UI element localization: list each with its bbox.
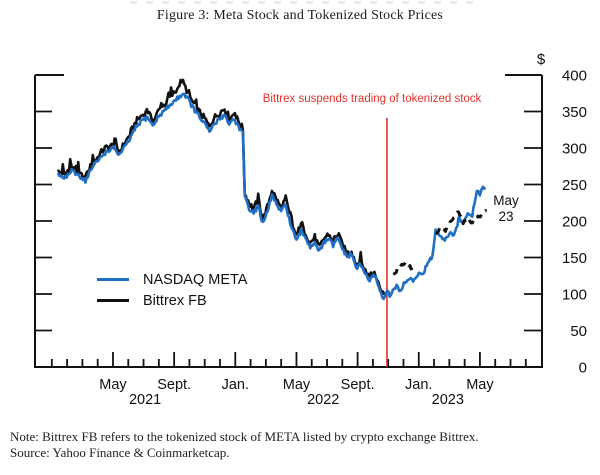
suspension-annotation: Bittrex suspends trading of tokenized st… bbox=[262, 93, 482, 105]
legend-label-bittrex-fb: Bittrex FB bbox=[143, 292, 207, 309]
x-axis-year-label: 2023 bbox=[432, 392, 464, 408]
x-axis-month-label: May bbox=[283, 377, 311, 393]
x-axis-month-label: Sept. bbox=[157, 377, 191, 393]
y-axis-label: 0 bbox=[579, 360, 587, 377]
price-chart-svg: 400 350 300 250 200 150 100 50 0 May Sept. Jan. May S… bbox=[34, 68, 587, 408]
y-axis-label: 350 bbox=[562, 104, 587, 121]
legend: NASDAQ META Bittrex FB bbox=[97, 269, 247, 311]
bittrex-fb-series-line bbox=[56, 78, 386, 296]
legend-item-nasdaq-meta: NASDAQ META bbox=[97, 269, 247, 290]
y-axis-unit-label: $ bbox=[536, 51, 546, 68]
x-axis-month-label: Jan. bbox=[405, 377, 432, 393]
x-axis-year-label: 2022 bbox=[307, 392, 339, 408]
legend-label-nasdaq-meta: NASDAQ META bbox=[143, 271, 248, 288]
figure-note: Note: Bittrex FB refers to the tokenized… bbox=[10, 429, 479, 444]
bittrex-fb-line-swatch bbox=[97, 298, 129, 303]
nasdaq-meta-line-swatch bbox=[97, 278, 129, 281]
x-axis-month-label: Jan. bbox=[222, 377, 249, 393]
bittrex-fb-post-suspension-line bbox=[392, 260, 418, 276]
y-axis-label: 300 bbox=[562, 141, 587, 158]
last-point-annotation: May 23 bbox=[484, 193, 528, 225]
x-axis-month-label: Sept. bbox=[341, 377, 375, 393]
last-point-line2: 23 bbox=[498, 209, 514, 224]
cropped-text-artifact bbox=[130, 1, 480, 4]
y-axis-label: 400 bbox=[562, 68, 587, 85]
y-axis-label: 100 bbox=[562, 287, 587, 304]
last-point-line1: May bbox=[493, 193, 519, 208]
figure-title: Figure 3: Meta Stock and Tokenized Stock… bbox=[156, 8, 444, 23]
legend-item-bittrex-fb: Bittrex FB bbox=[97, 290, 247, 311]
nasdaq-meta-series-line bbox=[56, 92, 487, 301]
y-axis-label: 250 bbox=[562, 177, 587, 194]
x-axis-year-label: 2021 bbox=[129, 392, 161, 408]
x-axis-month-label: May bbox=[99, 377, 127, 393]
x-axis-month-label: May bbox=[466, 377, 494, 393]
bittrex-fb-post-suspension-line bbox=[434, 209, 488, 236]
figure-source: Source: Yahoo Finance & Coinmarketcap. bbox=[10, 445, 230, 460]
y-axis-label: 150 bbox=[562, 250, 587, 267]
y-axis-label: 50 bbox=[570, 323, 587, 340]
y-axis-label: 200 bbox=[562, 214, 587, 231]
